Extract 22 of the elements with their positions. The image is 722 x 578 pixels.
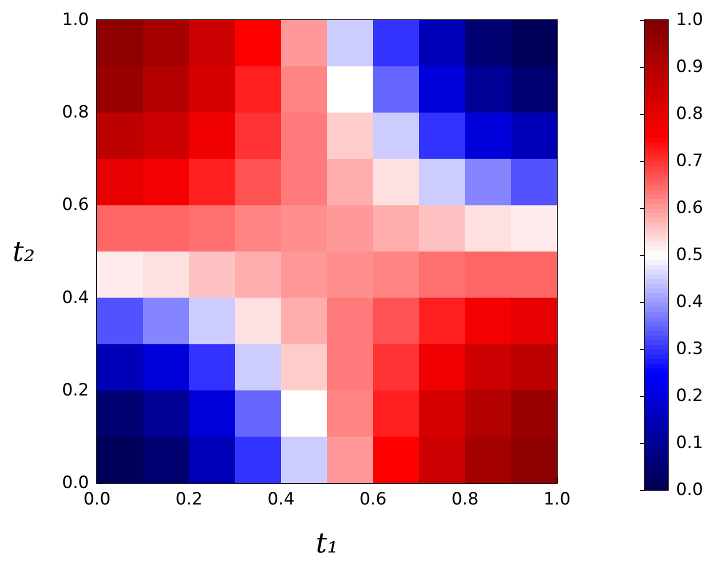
x-tick-label: 0.6 bbox=[359, 490, 387, 510]
y-axis-title: t₂ bbox=[12, 235, 35, 268]
color-bar-label: 0.5 bbox=[676, 245, 704, 265]
y-tick-label: 0.6 bbox=[62, 195, 89, 216]
y-tick-label: 0.4 bbox=[62, 288, 89, 308]
y-tick-label: 1.0 bbox=[62, 10, 89, 30]
y-tick-label: 0.8 bbox=[62, 102, 89, 123]
color-bar-label: 0.3 bbox=[676, 339, 704, 359]
color-bar-label: 0.7 bbox=[676, 151, 704, 171]
x-tick-label: 0.8 bbox=[451, 490, 479, 510]
x-tick-label: 0.4 bbox=[267, 490, 295, 510]
color-bar-label: 0.8 bbox=[676, 104, 704, 124]
color-bar-label: 0.6 bbox=[676, 198, 704, 218]
color-bar-label: 0.2 bbox=[676, 386, 704, 406]
color-bar-label: 0.1 bbox=[676, 433, 704, 453]
x-axis-title: t₁ bbox=[316, 526, 338, 560]
color-bar-label: 0.4 bbox=[676, 292, 704, 312]
x-tick-label: 1.0 bbox=[543, 490, 571, 510]
y-tick-label: 0.2 bbox=[62, 380, 89, 400]
color-bar-label: 0.9 bbox=[676, 57, 704, 77]
color-bar-label: 1.0 bbox=[676, 10, 704, 30]
x-tick-label: 0.2 bbox=[175, 490, 203, 510]
